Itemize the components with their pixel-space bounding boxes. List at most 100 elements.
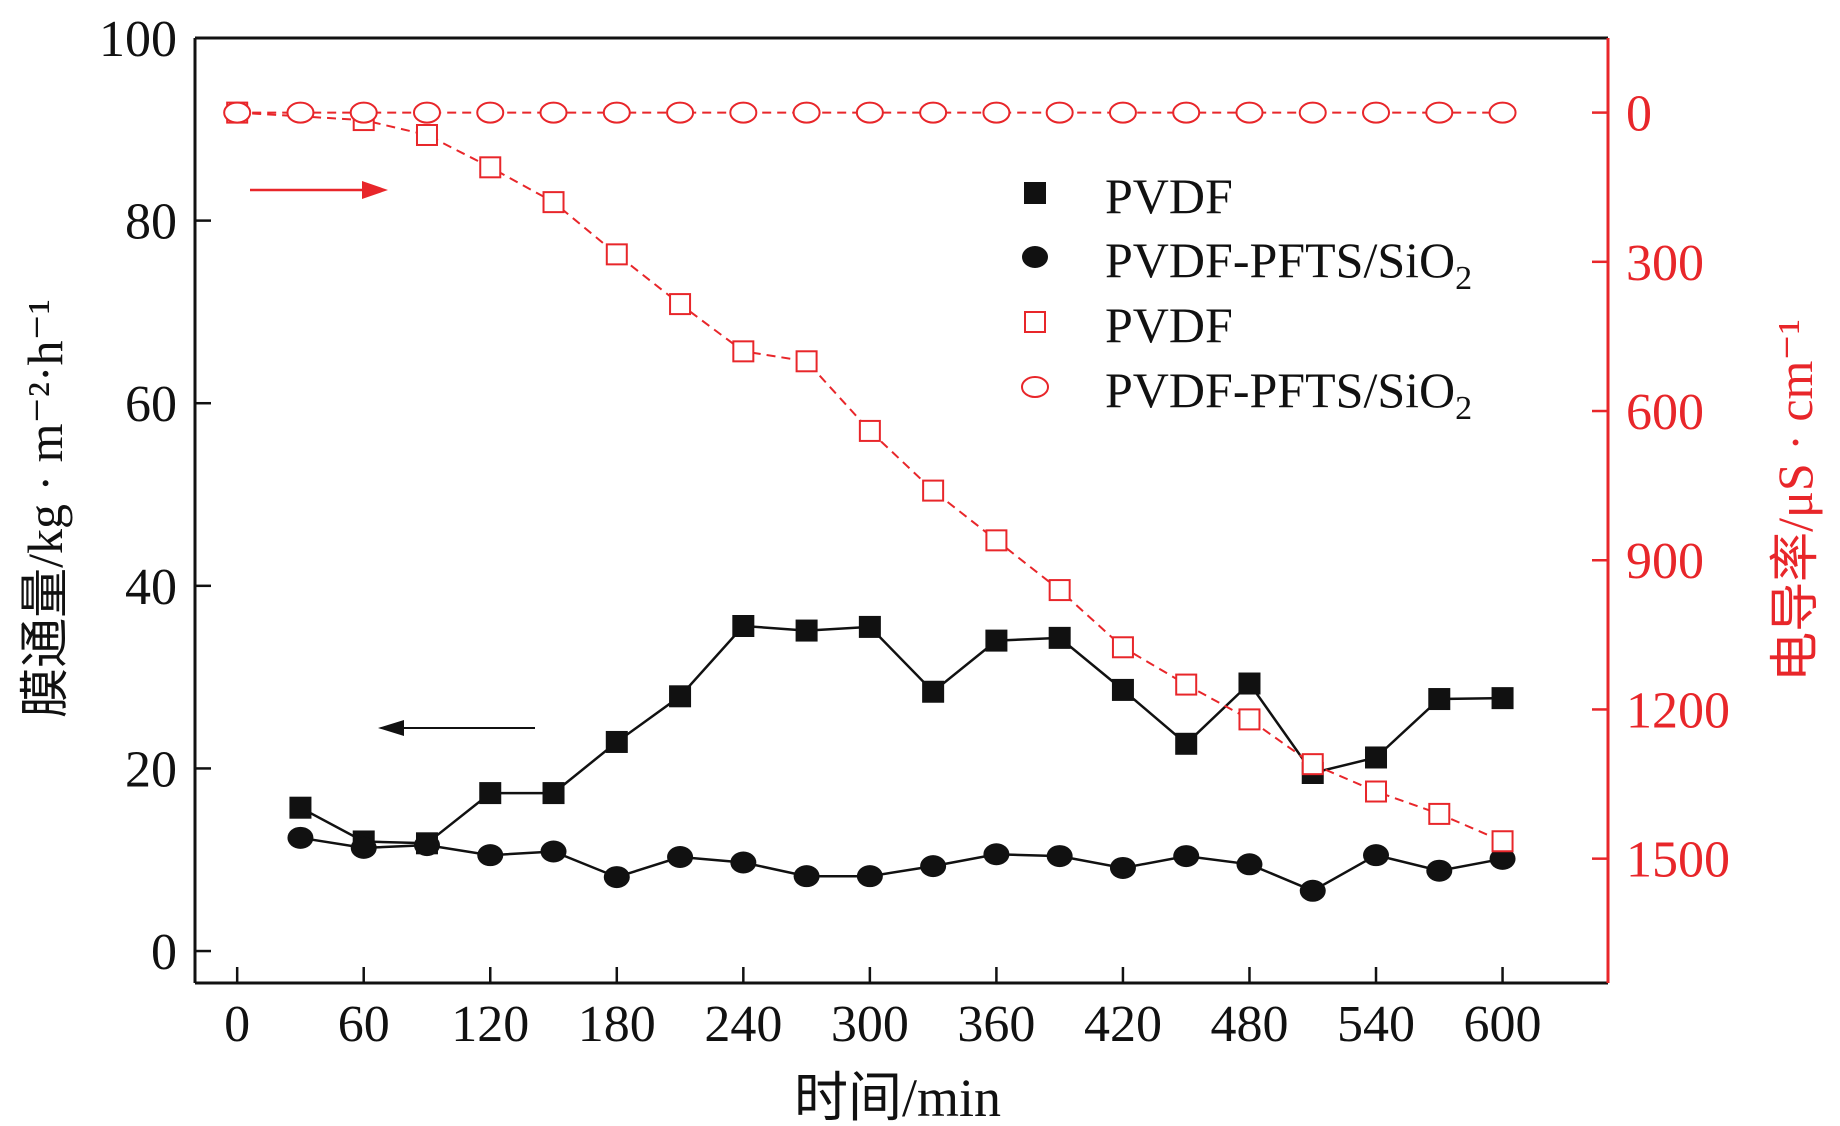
data-point [479, 156, 502, 179]
data-point [1173, 845, 1200, 868]
data-point [1045, 101, 1074, 124]
y-left-tick-label: 80 [125, 194, 177, 251]
data-point [922, 680, 945, 703]
series-2-conductivity [226, 101, 1514, 853]
x-tick-label: 60 [338, 996, 390, 1053]
legend-marker [1024, 182, 1046, 204]
legend-label: PVDF [1105, 168, 1233, 224]
x-tick-label: 360 [957, 996, 1035, 1053]
x-tick-label: 180 [578, 996, 656, 1053]
y-left-tick-label: 40 [125, 559, 177, 616]
data-point [1299, 879, 1326, 902]
data-point [1365, 746, 1388, 769]
y-right-tick-label: 600 [1626, 384, 1704, 441]
data-point [349, 101, 378, 124]
data-point [287, 826, 314, 849]
annotations [250, 181, 535, 736]
data-point [1365, 780, 1388, 803]
legend-marker [1022, 246, 1048, 268]
series-line [300, 836, 1503, 893]
data-point [415, 123, 438, 146]
series-3-conductivity [223, 101, 1517, 124]
data-point [1363, 844, 1390, 867]
data-point [669, 293, 692, 316]
data-point [1301, 753, 1324, 776]
x-tick-label: 0 [224, 996, 250, 1053]
y-left-tick-label: 100 [99, 11, 177, 68]
data-point [669, 685, 692, 708]
legend-label: PVDF [1105, 297, 1233, 353]
data-point [1109, 856, 1136, 879]
data-point [350, 836, 377, 859]
data-point [667, 846, 694, 868]
data-point [1175, 673, 1198, 696]
legend-entry: PVDF-PFTS/SiO2 [1021, 362, 1472, 427]
x-tick-label: 480 [1210, 996, 1288, 1053]
data-point [540, 840, 567, 863]
data-point [1428, 688, 1451, 711]
data-point [1172, 101, 1201, 124]
data-point [1235, 101, 1264, 124]
data-point [666, 101, 695, 124]
legend-entry: PVDF-PFTS/SiO2 [1022, 232, 1472, 297]
data-point [1488, 101, 1517, 124]
data-point [605, 730, 628, 753]
data-point [603, 866, 630, 889]
data-point [412, 101, 441, 124]
data-point [985, 529, 1008, 552]
data-point [1111, 636, 1134, 659]
data-point [1428, 802, 1451, 825]
right-arrow-head [362, 181, 388, 199]
series-0-flux [289, 615, 1514, 855]
data-point [920, 855, 947, 878]
legend-marker [1021, 376, 1049, 398]
data-point [1108, 101, 1137, 124]
legend-marker [1024, 311, 1046, 333]
y-right-tick-label: 900 [1626, 533, 1704, 590]
data-point [1491, 687, 1514, 710]
data-point [1425, 101, 1454, 124]
data-point [1048, 579, 1071, 602]
legend-entry: PVDF [1024, 168, 1233, 224]
data-point [793, 865, 820, 888]
y-right-tick-label: 0 [1626, 86, 1652, 143]
data-point [289, 796, 312, 819]
data-point [413, 834, 440, 857]
data-point [1238, 672, 1261, 695]
data-point [1048, 626, 1071, 649]
data-point [1362, 101, 1391, 124]
series-line [299, 624, 1503, 845]
data-point [795, 619, 818, 642]
data-point [1111, 678, 1134, 701]
y-right-tick-label: 1200 [1626, 682, 1730, 739]
series-line [237, 111, 1503, 843]
data-point [542, 191, 565, 214]
data-point [919, 101, 948, 124]
y-left-axis-label: 膜通量/kg · m⁻²·h⁻¹ [17, 299, 73, 718]
data-point [476, 101, 505, 124]
data-point [792, 101, 821, 124]
data-point [729, 101, 758, 124]
data-point [858, 615, 881, 638]
data-point [982, 101, 1011, 124]
data-point [542, 782, 565, 805]
x-tick-label: 540 [1337, 996, 1415, 1053]
data-point [1238, 708, 1261, 731]
data-point [1046, 845, 1073, 868]
x-axis-label: 时间/min [794, 1068, 1001, 1126]
data-point [855, 101, 884, 124]
data-point [1491, 830, 1514, 853]
y-right-tick-label: 1500 [1626, 832, 1730, 889]
data-point [856, 865, 883, 888]
data-point [730, 851, 757, 874]
data-point [1298, 101, 1327, 124]
x-tick-label: 420 [1084, 996, 1162, 1053]
data-point [922, 479, 945, 502]
legend-label: PVDF-PFTS/SiO2 [1105, 232, 1472, 297]
x-tick-label: 300 [831, 996, 909, 1053]
y-left-tick-label: 60 [125, 376, 177, 433]
legend-label: PVDF-PFTS/SiO2 [1105, 362, 1472, 427]
x-tick-label: 240 [704, 996, 782, 1053]
